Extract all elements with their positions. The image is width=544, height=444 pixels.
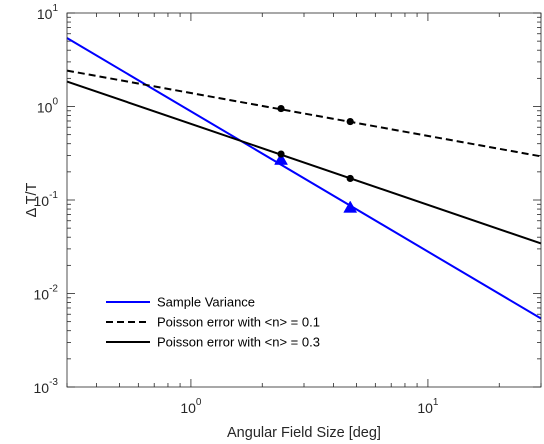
legend-label: Poisson error with <n> = 0.3: [157, 335, 320, 350]
x-tick-label: 100: [180, 397, 202, 416]
plot-area: [67, 13, 541, 387]
tick-label-base: 10: [417, 400, 433, 416]
tick-label-base: 10: [37, 100, 53, 116]
tick-label-exponent: -2: [49, 284, 58, 295]
axes-box: [66, 12, 542, 388]
tick-label-exponent: 1: [52, 3, 58, 14]
x-tick-label: 101: [417, 397, 439, 416]
y-tick-label: 10-1: [34, 190, 59, 209]
circle-marker: [277, 104, 285, 113]
legend: Sample Variance Poisson error with <n> = …: [106, 295, 320, 350]
tick-label-base: 10: [34, 193, 50, 209]
tick-label-base: 10: [37, 6, 53, 22]
circle-marker: [346, 117, 354, 126]
tick-label-base: 10: [34, 287, 50, 303]
y-axis-label: Δ T/T: [24, 183, 40, 218]
minor-ticks: [66, 13, 542, 387]
series-layer: [66, 37, 542, 320]
circle-marker: [346, 174, 354, 183]
tick-label-base: 10: [34, 380, 50, 396]
tick-label-exponent: 0: [196, 397, 202, 408]
tick-label-exponent: -1: [49, 190, 58, 201]
tick-label-exponent: 0: [52, 97, 58, 108]
y-tick-label: 101: [37, 3, 59, 22]
circle-marker: [277, 150, 285, 158]
y-tick-label: 10-2: [34, 284, 59, 303]
tick-label-exponent: -3: [49, 377, 58, 388]
legend-label: Poisson error with <n> = 0.1: [157, 315, 320, 330]
series-line: [66, 69, 542, 158]
major-ticks: [67, 12, 541, 388]
legend-label: Sample Variance: [157, 295, 255, 310]
x-axis-label: Angular Field Size [deg]: [227, 425, 381, 441]
tick-label-base: 10: [180, 400, 196, 416]
triangle-marker: [274, 152, 288, 165]
y-tick-label: 100: [37, 97, 59, 116]
triangle-marker: [343, 200, 358, 213]
series-line: [66, 80, 542, 245]
y-tick-label: 10-3: [34, 377, 59, 396]
tick-label-exponent: 1: [433, 397, 439, 408]
